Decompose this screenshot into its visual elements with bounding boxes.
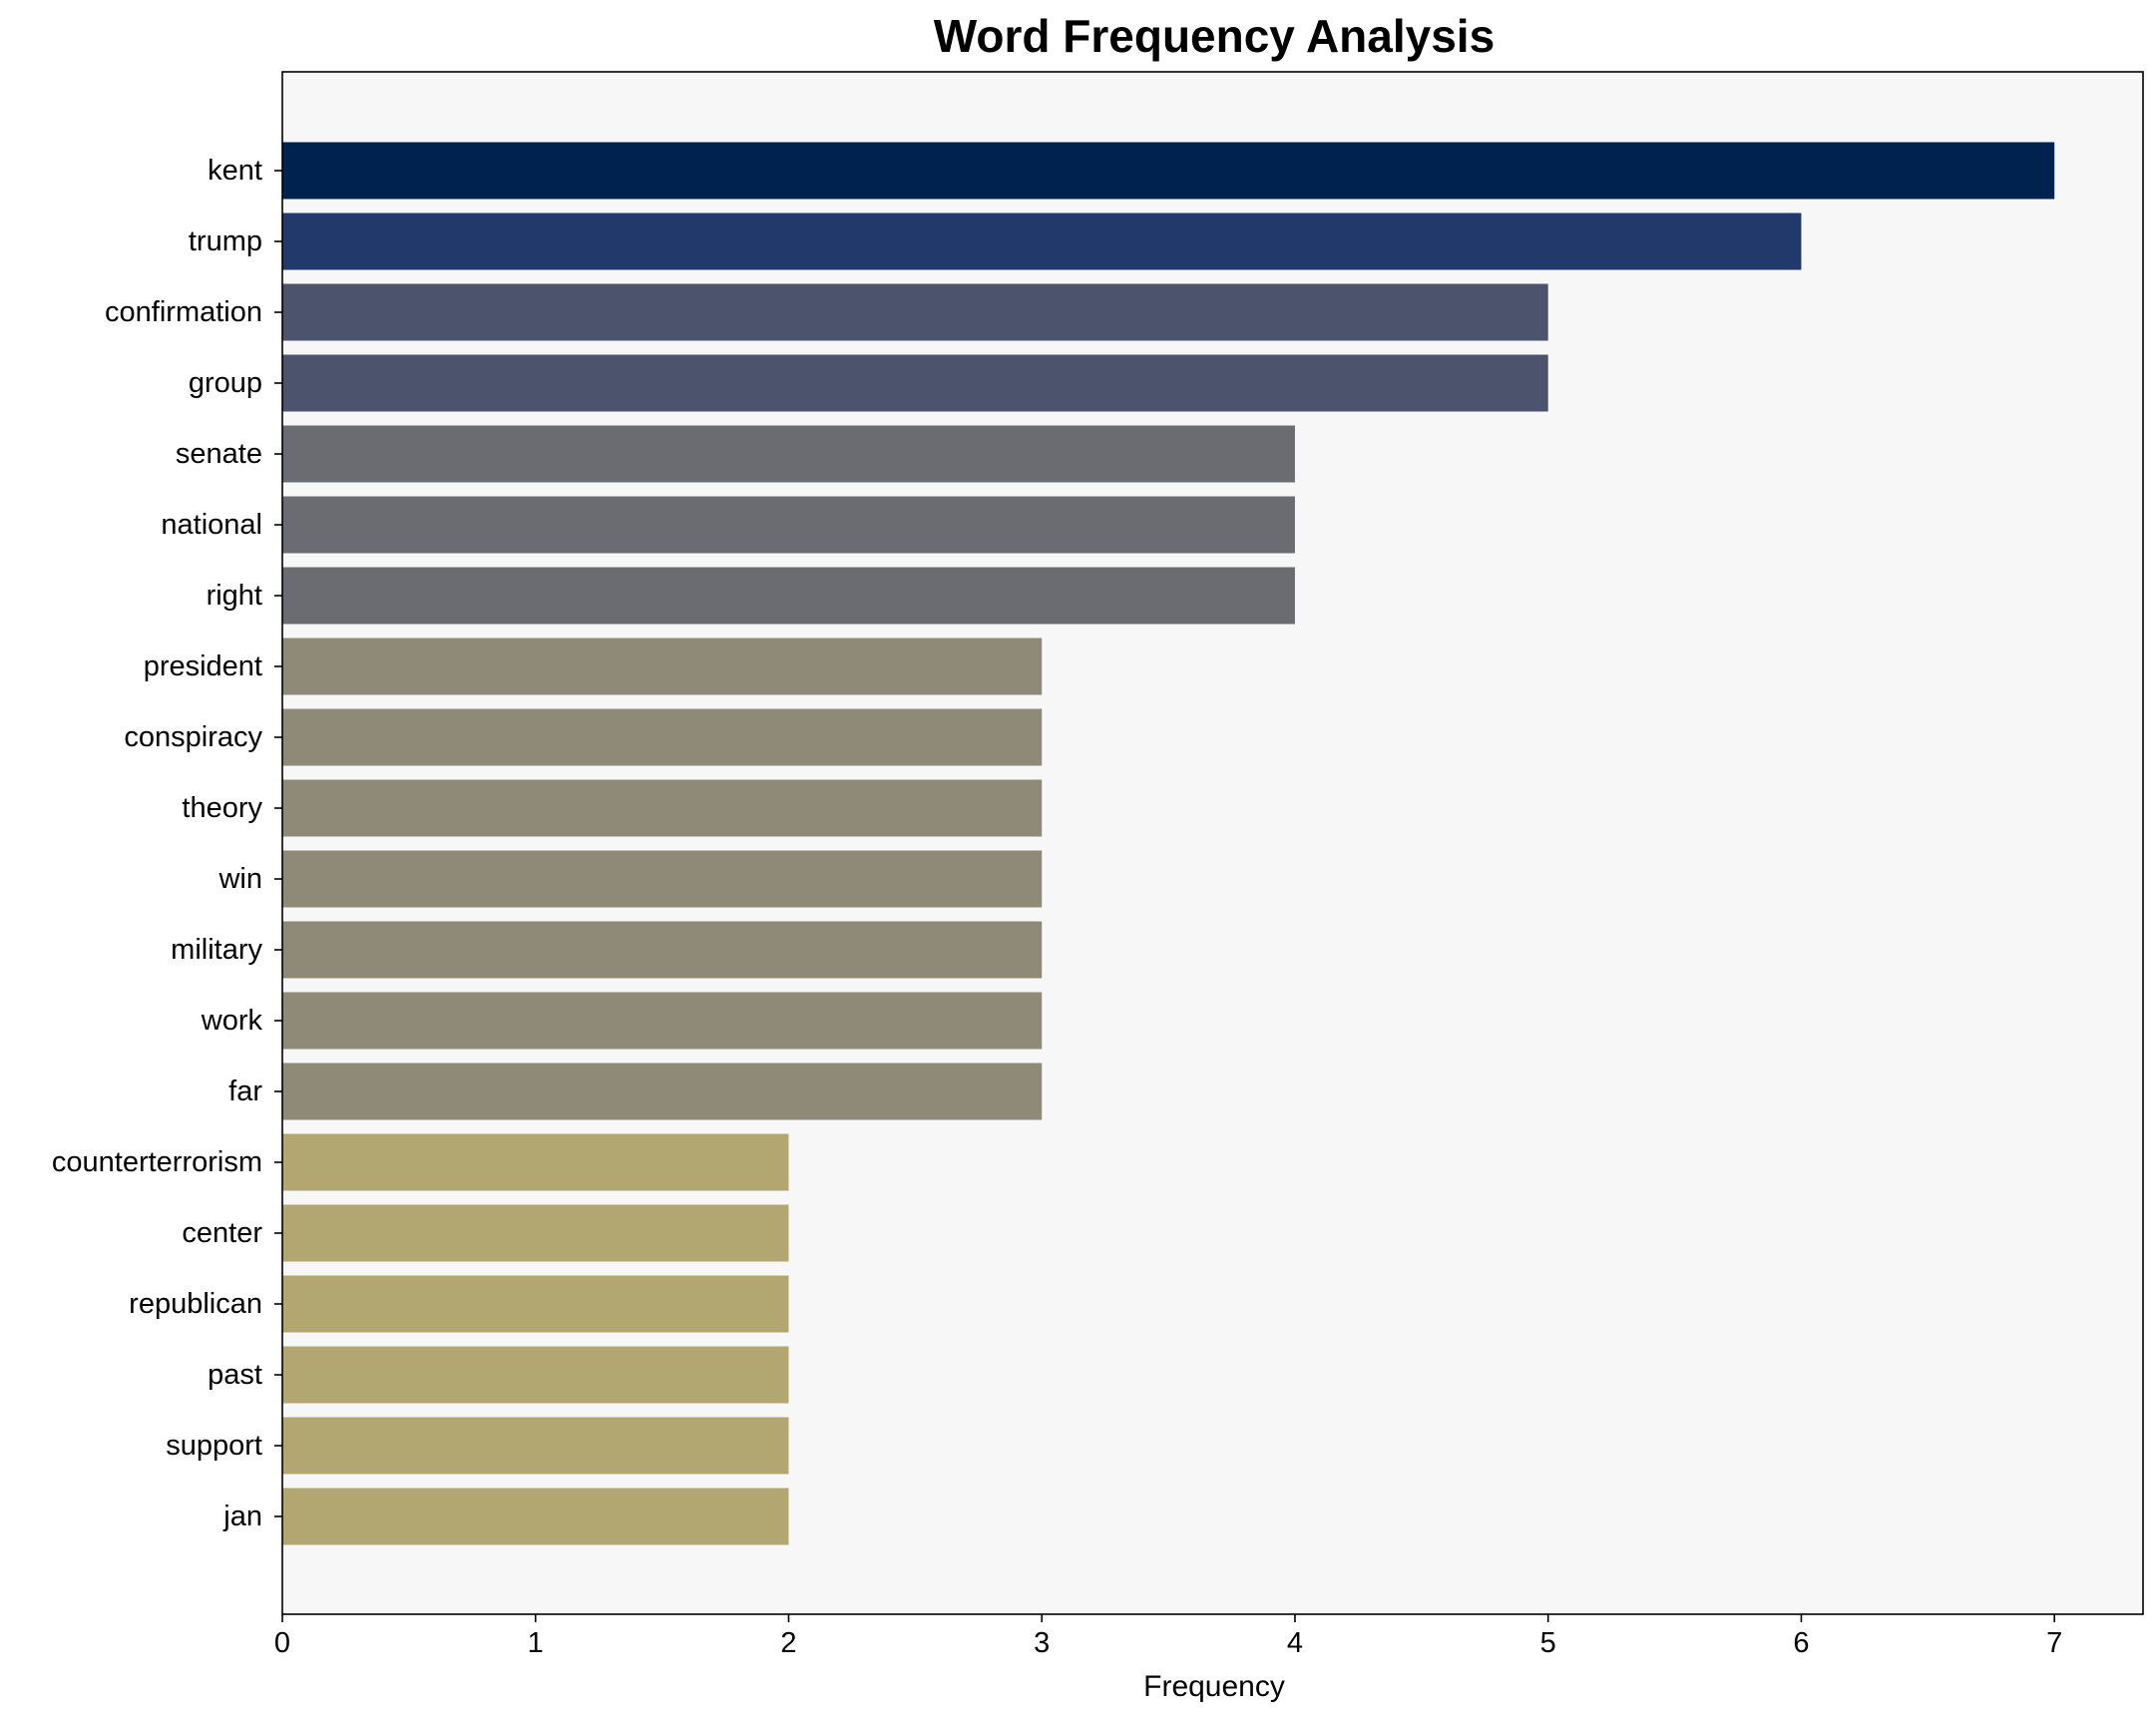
y-tick-label: confirmation	[105, 296, 262, 328]
y-tick-label: theory	[182, 792, 262, 824]
bar-win	[282, 850, 1043, 908]
y-tick-label: past	[208, 1359, 262, 1391]
bar-past	[282, 1346, 789, 1404]
bar-work	[282, 992, 1043, 1050]
y-tick-label: support	[166, 1430, 262, 1462]
bar-republican	[282, 1275, 789, 1333]
y-axis-ticks: kent trump confirmation group senate national…	[52, 155, 282, 1532]
x-tick-label: 1	[528, 1627, 544, 1659]
y-tick-label: work	[201, 1005, 263, 1037]
bar-military	[282, 921, 1043, 979]
bar-theory	[282, 779, 1043, 837]
y-tick-label: right	[207, 580, 262, 612]
x-tick-label: 2	[780, 1627, 796, 1659]
bar-counterterrorism	[282, 1133, 789, 1191]
y-tick-label: group	[189, 367, 262, 399]
bar-confirmation	[282, 283, 1548, 341]
bar-far	[282, 1063, 1043, 1120]
x-tick-label: 5	[1540, 1627, 1556, 1659]
bars-group	[282, 142, 2055, 1545]
y-tick-label: kent	[208, 155, 262, 187]
y-tick-label: president	[144, 650, 262, 682]
y-tick-label: jan	[222, 1501, 262, 1532]
y-tick-label: republican	[129, 1288, 262, 1320]
bar-trump	[282, 213, 1802, 270]
bar-kent	[282, 142, 2055, 200]
plot-frame	[281, 71, 2144, 1615]
y-tick-label: far	[228, 1075, 262, 1107]
y-tick-label: counterterrorism	[52, 1146, 262, 1178]
x-tick-label: 7	[2046, 1627, 2062, 1659]
y-tick-label: senate	[176, 438, 262, 470]
y-tick-label: military	[171, 934, 262, 966]
chart-title: Word Frequency Analysis	[934, 10, 1495, 62]
y-tick-label: conspiracy	[124, 721, 262, 753]
y-tick-label: center	[182, 1217, 262, 1249]
x-axis-ticks: 0 1 2 3 4 5 6 7	[274, 1614, 2062, 1659]
bar-senate	[282, 425, 1295, 483]
bar-conspiracy	[282, 708, 1043, 766]
x-tick-label: 0	[274, 1627, 290, 1659]
y-tick-label: national	[161, 509, 262, 541]
x-tick-label: 4	[1287, 1627, 1303, 1659]
bar-group	[282, 354, 1548, 412]
x-tick-label: 3	[1034, 1627, 1050, 1659]
bar-jan	[282, 1488, 789, 1545]
bar-support	[282, 1417, 789, 1475]
bar-right	[282, 567, 1295, 625]
bar-national	[282, 496, 1295, 554]
y-tick-label: trump	[189, 225, 262, 257]
x-axis-label: Frequency	[1143, 1670, 1285, 1703]
bar-center	[282, 1204, 789, 1262]
x-tick-label: 6	[1793, 1627, 1809, 1659]
bar-president	[282, 638, 1043, 695]
y-tick-label: win	[217, 863, 262, 895]
